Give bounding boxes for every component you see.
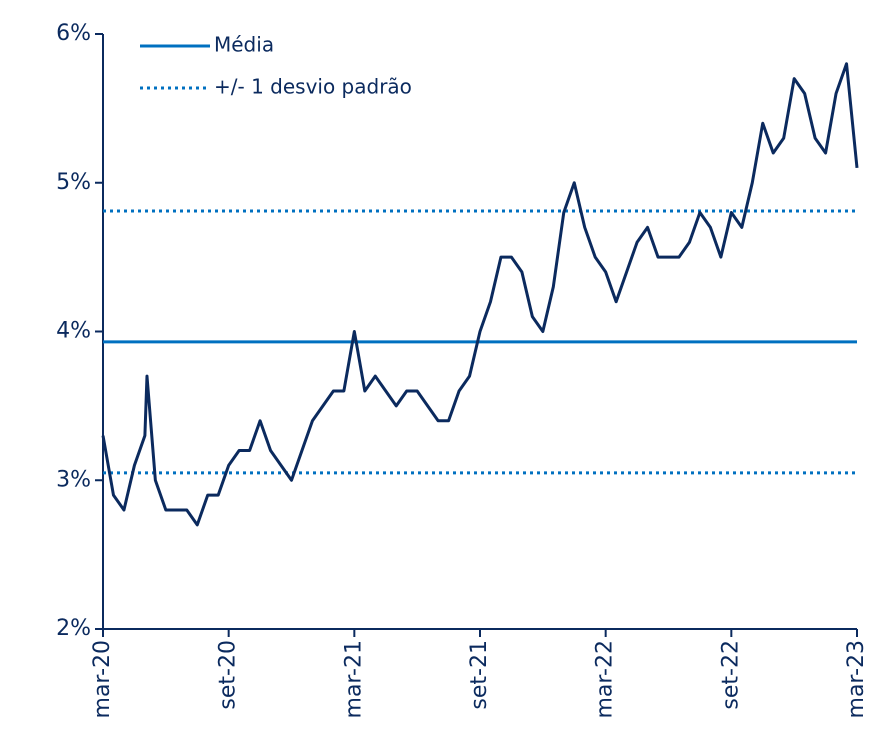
x-tick-label: mar-23 <box>844 640 869 718</box>
x-tick-label: set-20 <box>216 640 241 710</box>
legend-label: Média <box>214 33 274 57</box>
x-tick-label: mar-22 <box>593 640 618 718</box>
x-tick-label: set-22 <box>718 640 743 710</box>
y-tick-label: 6% <box>56 21 91 46</box>
y-tick-label: 3% <box>56 467 91 492</box>
x-tick-label: mar-21 <box>341 640 366 718</box>
y-tick-label: 4% <box>56 319 91 344</box>
data-line <box>101 62 859 527</box>
y-tick-label: 2% <box>56 616 91 641</box>
x-tick-label: mar-20 <box>90 640 115 718</box>
y-tick-label: 5% <box>56 170 91 195</box>
x-tick-label: set-21 <box>467 640 492 710</box>
legend-label: +/- 1 desvio padrão <box>214 75 412 99</box>
